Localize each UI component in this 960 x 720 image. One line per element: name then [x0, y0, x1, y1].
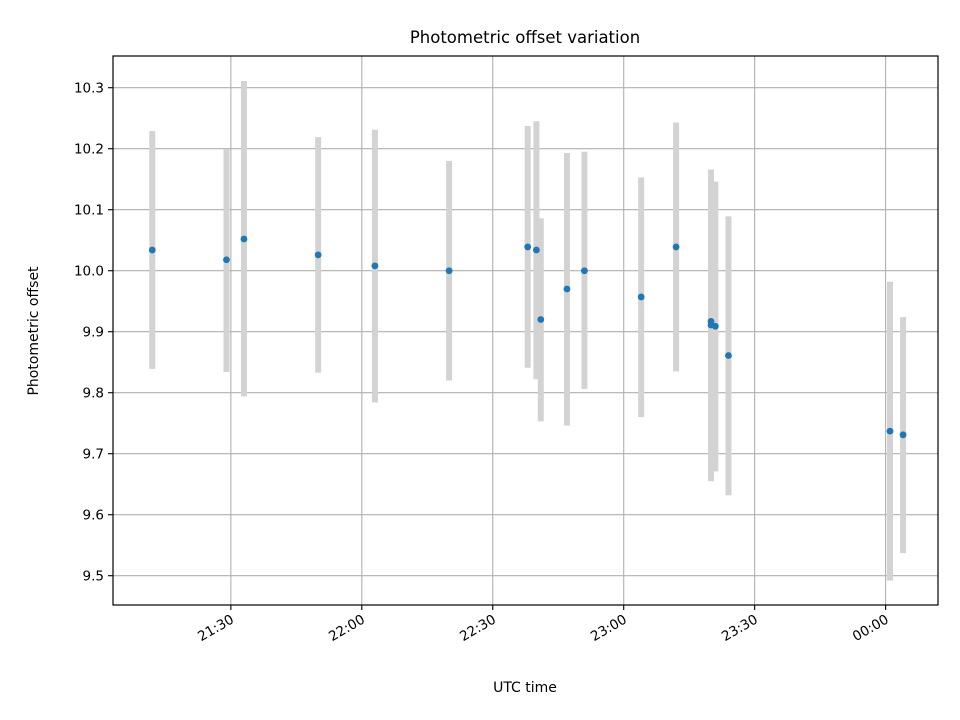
axis-ticks — [108, 87, 887, 610]
chart-title: Photometric offset variation — [410, 28, 640, 47]
data-points — [148, 235, 907, 439]
y-tick-label: 10.3 — [74, 81, 104, 97]
data-point — [637, 293, 645, 301]
data-point — [533, 246, 540, 254]
data-point — [899, 431, 907, 439]
y-tick-label: 9.6 — [83, 508, 104, 524]
data-point — [445, 267, 453, 275]
data-point — [371, 262, 379, 270]
data-point — [148, 246, 156, 254]
data-point — [524, 243, 532, 251]
y-tick-labels: 9.5 9.6 9.7 9.8 9.9 10.0 10.1 10.2 10.3 — [74, 81, 104, 585]
data-point — [223, 256, 230, 264]
data-point — [725, 352, 732, 359]
data-point — [563, 285, 571, 293]
y-tick-label: 10.0 — [74, 264, 104, 280]
data-point — [581, 267, 588, 275]
data-point — [240, 235, 248, 243]
y-tick-label: 9.7 — [83, 447, 104, 463]
data-point — [537, 316, 545, 323]
y-tick-label: 9.9 — [83, 325, 104, 341]
plot-frame — [112, 55, 939, 606]
y-tick-label: 9.5 — [83, 569, 104, 585]
data-point — [886, 427, 894, 435]
data-point — [707, 317, 715, 325]
y-tick-label: 10.2 — [74, 142, 104, 158]
y-tick-label: 10.1 — [74, 203, 104, 219]
y-axis-label: Photometric offset — [26, 266, 42, 396]
data-point — [711, 322, 719, 330]
y-tick-label: 9.8 — [83, 386, 104, 402]
x-axis-label: UTC time — [493, 680, 557, 696]
data-point — [672, 243, 680, 251]
data-point — [314, 251, 322, 259]
